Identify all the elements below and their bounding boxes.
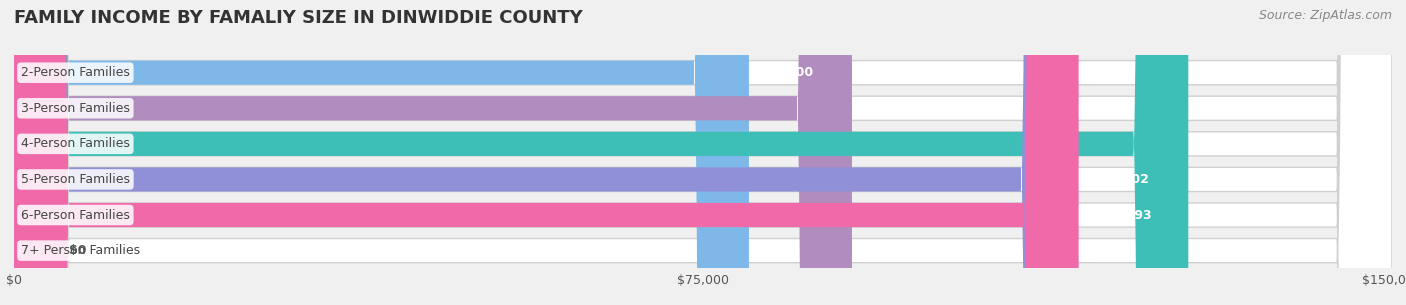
Text: 7+ Person Families: 7+ Person Families [21, 244, 141, 257]
Text: Source: ZipAtlas.com: Source: ZipAtlas.com [1258, 9, 1392, 22]
Text: $127,829: $127,829 [1195, 137, 1261, 150]
FancyBboxPatch shape [14, 0, 1392, 305]
Text: 3-Person Families: 3-Person Families [21, 102, 129, 115]
Text: $115,602: $115,602 [1083, 173, 1149, 186]
Text: 6-Person Families: 6-Person Families [21, 209, 129, 221]
Text: $115,893: $115,893 [1085, 209, 1152, 221]
FancyBboxPatch shape [14, 0, 1392, 305]
FancyBboxPatch shape [14, 0, 1078, 305]
Text: 5-Person Families: 5-Person Families [21, 173, 129, 186]
Text: $80,000: $80,000 [756, 66, 813, 79]
FancyBboxPatch shape [14, 0, 1188, 305]
Text: $91,216: $91,216 [859, 102, 915, 115]
Text: $0: $0 [69, 244, 87, 257]
FancyBboxPatch shape [14, 0, 1392, 305]
FancyBboxPatch shape [14, 0, 1392, 305]
FancyBboxPatch shape [14, 0, 1076, 305]
Text: 2-Person Families: 2-Person Families [21, 66, 129, 79]
Text: 4-Person Families: 4-Person Families [21, 137, 129, 150]
FancyBboxPatch shape [14, 0, 852, 305]
Text: FAMILY INCOME BY FAMALIY SIZE IN DINWIDDIE COUNTY: FAMILY INCOME BY FAMALIY SIZE IN DINWIDD… [14, 9, 583, 27]
FancyBboxPatch shape [14, 0, 1392, 305]
FancyBboxPatch shape [14, 0, 749, 305]
FancyBboxPatch shape [14, 0, 1392, 305]
